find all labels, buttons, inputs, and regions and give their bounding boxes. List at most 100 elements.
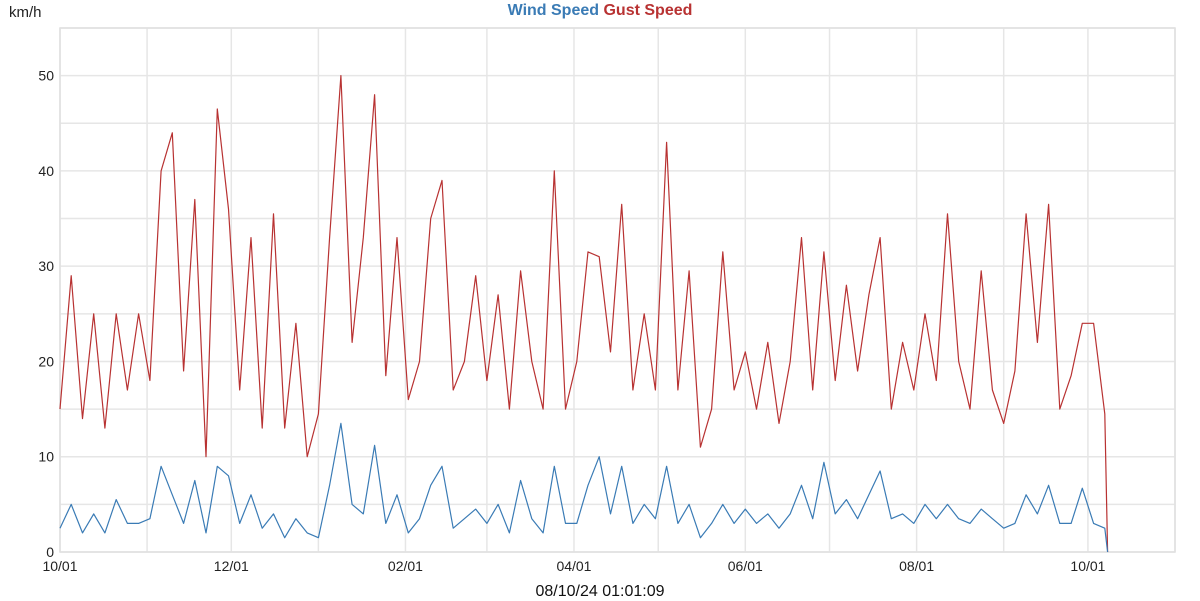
wind-point bbox=[677, 522, 679, 524]
wind-point bbox=[126, 522, 128, 524]
wind-point bbox=[497, 503, 499, 505]
wind-point bbox=[621, 465, 623, 467]
wind-point bbox=[789, 513, 791, 515]
wind-point bbox=[194, 480, 196, 482]
wind-point bbox=[756, 522, 758, 524]
wind-point bbox=[643, 503, 645, 505]
gust-point bbox=[845, 284, 847, 286]
wind-point bbox=[362, 513, 364, 515]
gust-point bbox=[542, 408, 544, 410]
gust-point bbox=[497, 294, 499, 296]
wind-point bbox=[396, 494, 398, 496]
wind-point bbox=[913, 522, 915, 524]
gust-point bbox=[688, 270, 690, 272]
gust-point bbox=[890, 408, 892, 410]
wind-point bbox=[171, 494, 173, 496]
wind-point bbox=[115, 499, 117, 501]
legend-wind-speed[interactable]: Wind Speed bbox=[507, 2, 600, 19]
gust-point bbox=[351, 341, 353, 343]
gust-point bbox=[149, 380, 151, 382]
gust-point bbox=[1036, 341, 1038, 343]
wind-point bbox=[890, 518, 892, 520]
gust-point bbox=[250, 237, 252, 239]
wind-point bbox=[463, 518, 465, 520]
wind-point bbox=[138, 522, 140, 524]
gust-point bbox=[1081, 322, 1083, 324]
wind-point bbox=[508, 532, 510, 534]
gust-point bbox=[362, 237, 364, 239]
wind-point bbox=[486, 522, 488, 524]
wind-point bbox=[149, 518, 151, 520]
wind-point bbox=[654, 518, 656, 520]
gust-point bbox=[385, 375, 387, 377]
timestamp: 08/10/24 01:01:09 bbox=[535, 583, 665, 600]
wind-point bbox=[317, 537, 319, 539]
x-tick-label: 06/01 bbox=[728, 558, 763, 574]
gust-point bbox=[306, 456, 308, 458]
gust-point bbox=[93, 313, 95, 315]
wind-point bbox=[1014, 522, 1016, 524]
wind-point bbox=[587, 484, 589, 486]
gust-point bbox=[913, 389, 915, 391]
wind-point bbox=[239, 522, 241, 524]
wind-point bbox=[93, 513, 95, 515]
gust-point bbox=[800, 237, 802, 239]
gust-point bbox=[879, 237, 881, 239]
gust-point bbox=[834, 380, 836, 382]
wind-point bbox=[767, 513, 769, 515]
gust-point bbox=[1025, 213, 1027, 215]
gust-point bbox=[475, 275, 477, 277]
gust-point bbox=[857, 370, 859, 372]
wind-point bbox=[1104, 527, 1106, 529]
gust-point bbox=[980, 270, 982, 272]
wind-point bbox=[879, 470, 881, 472]
gust-point bbox=[228, 208, 230, 210]
wind-point bbox=[947, 503, 949, 505]
gust-point bbox=[261, 427, 263, 429]
gust-point bbox=[295, 322, 297, 324]
gust-point bbox=[812, 389, 814, 391]
gust-point bbox=[126, 389, 128, 391]
x-tick-label: 08/01 bbox=[899, 558, 934, 574]
wind-point bbox=[385, 522, 387, 524]
wind-point bbox=[418, 518, 420, 520]
wind-point bbox=[823, 461, 825, 463]
wind-point bbox=[632, 522, 634, 524]
gust-point bbox=[272, 213, 274, 215]
y-tick-label: 10 bbox=[38, 449, 54, 465]
gust-point bbox=[1014, 370, 1016, 372]
wind-point bbox=[1070, 522, 1072, 524]
gust-point bbox=[565, 408, 567, 410]
wind-point bbox=[59, 527, 61, 529]
wind-point bbox=[980, 508, 982, 510]
wind-point bbox=[1025, 494, 1027, 496]
wind-point bbox=[598, 456, 600, 458]
gust-point bbox=[553, 170, 555, 172]
wind-point bbox=[857, 518, 859, 520]
gust-point bbox=[1070, 375, 1072, 377]
gust-point bbox=[947, 213, 949, 215]
wind-point bbox=[340, 422, 342, 424]
gust-point bbox=[239, 389, 241, 391]
wind-point bbox=[1081, 487, 1083, 489]
gust-point bbox=[329, 237, 331, 239]
wind-point bbox=[565, 522, 567, 524]
gust-point bbox=[643, 313, 645, 315]
wind-point bbox=[295, 518, 297, 520]
gust-point bbox=[587, 251, 589, 253]
gust-point bbox=[1059, 408, 1061, 410]
gust-point bbox=[1003, 422, 1005, 424]
x-tick-label: 12/01 bbox=[214, 558, 249, 574]
wind-point bbox=[733, 522, 735, 524]
gust-point bbox=[160, 170, 162, 172]
wind-speed-line bbox=[59, 422, 1109, 553]
gust-point bbox=[104, 427, 106, 429]
wind-point bbox=[81, 532, 83, 534]
x-tick-label: 10/01 bbox=[42, 558, 77, 574]
gust-point bbox=[531, 360, 533, 362]
gust-point bbox=[699, 446, 701, 448]
legend-gust-speed[interactable]: Gust Speed bbox=[603, 2, 693, 19]
gust-point bbox=[935, 380, 937, 382]
gust-point bbox=[609, 351, 611, 353]
wind-point bbox=[228, 475, 230, 477]
